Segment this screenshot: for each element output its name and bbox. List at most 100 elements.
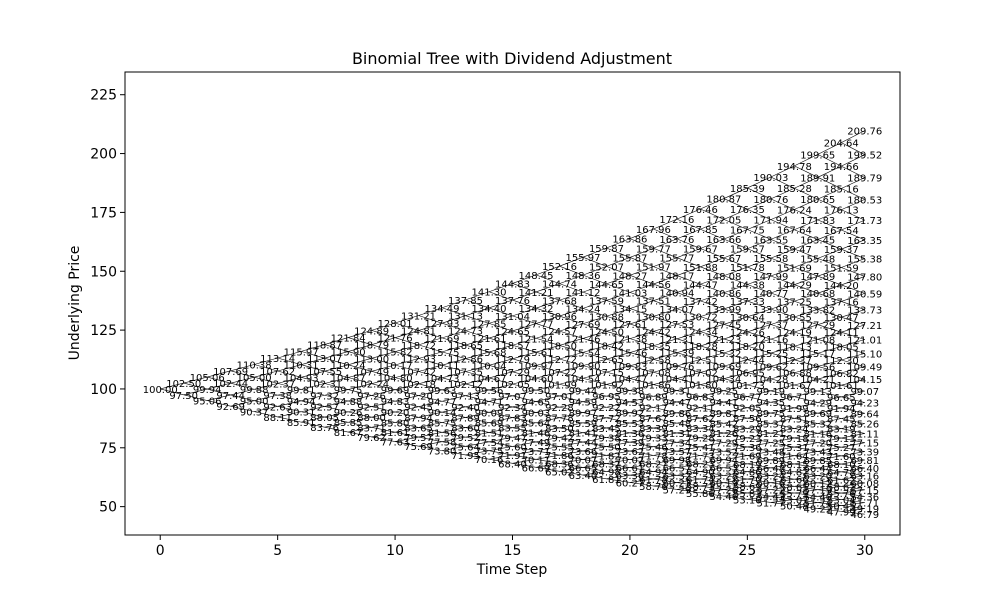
tree-edge bbox=[817, 418, 842, 424]
tree-edge bbox=[770, 499, 795, 503]
tree-edge bbox=[371, 395, 396, 402]
node-label: 109.83 bbox=[612, 362, 647, 373]
tree-edge bbox=[629, 371, 654, 379]
tree-edge bbox=[794, 390, 818, 397]
node-label: 83.65 bbox=[404, 423, 433, 434]
node-label: 60.27 bbox=[616, 478, 645, 489]
tree-edge bbox=[488, 450, 513, 456]
tree-edge bbox=[700, 248, 724, 259]
tree-edge bbox=[676, 316, 701, 325]
node-label: 81.51 bbox=[475, 428, 504, 439]
node-label: 71.73 bbox=[686, 451, 715, 462]
node-label: 75.55 bbox=[545, 442, 574, 453]
tree-edge bbox=[582, 371, 607, 379]
node-label: 127.69 bbox=[565, 320, 600, 331]
tree-edge bbox=[512, 422, 537, 428]
node-label: 104.67 bbox=[472, 374, 507, 385]
tree-edge bbox=[723, 450, 748, 456]
node-label: 90.37 bbox=[240, 408, 269, 419]
tree-edge bbox=[371, 358, 396, 366]
tree-edge bbox=[394, 330, 419, 339]
y-tick-label: 125 bbox=[90, 323, 117, 339]
tree-edge bbox=[794, 339, 818, 347]
node-label: 102.37 bbox=[260, 379, 295, 390]
node-label: 81.67 bbox=[334, 428, 363, 439]
node-label: 63.16 bbox=[850, 472, 879, 483]
tree-edge bbox=[629, 441, 654, 448]
tree-edge bbox=[559, 467, 584, 472]
tree-edge bbox=[488, 411, 513, 418]
tree-edge bbox=[277, 351, 302, 359]
node-label: 133.82 bbox=[800, 305, 835, 316]
tree-edge bbox=[441, 417, 466, 423]
node-label: 101.92 bbox=[589, 380, 624, 391]
node-label: 85.69 bbox=[475, 419, 504, 430]
tree-edge bbox=[465, 371, 490, 379]
node-label: 77.15 bbox=[850, 439, 879, 450]
node-label: 50.45 bbox=[827, 502, 856, 513]
tree-edge bbox=[230, 400, 255, 407]
tree-edge bbox=[817, 142, 842, 155]
tree-edge bbox=[817, 437, 842, 443]
tree-edge bbox=[841, 219, 865, 231]
tree-edge bbox=[676, 441, 701, 448]
tree-edge bbox=[747, 455, 771, 461]
tree-edge bbox=[559, 422, 584, 429]
node-label: 88.00 bbox=[357, 413, 386, 424]
y-tick-label: 100 bbox=[90, 382, 117, 398]
tree-edge bbox=[794, 467, 818, 473]
tree-edge bbox=[770, 365, 795, 374]
x-tick-label: 0 bbox=[156, 543, 165, 559]
tree-edge bbox=[817, 390, 842, 398]
node-label: 141.03 bbox=[612, 288, 647, 299]
node-label: 133.99 bbox=[706, 305, 741, 316]
tree-edge bbox=[535, 450, 560, 456]
node-label: 124.26 bbox=[730, 328, 765, 339]
node-label: 180.76 bbox=[753, 195, 788, 206]
node-label: 58.62 bbox=[827, 482, 856, 493]
node-label: 94.94 bbox=[287, 397, 316, 408]
node-label: 167.85 bbox=[683, 225, 718, 236]
tree-edge bbox=[535, 454, 560, 460]
tree-edge bbox=[535, 446, 560, 452]
tree-edge bbox=[676, 467, 701, 472]
tree-edge bbox=[817, 463, 842, 469]
tree-edge bbox=[723, 248, 748, 259]
node-label: 71.86 bbox=[545, 451, 574, 462]
tree-edge bbox=[512, 427, 537, 433]
node-label: 121.84 bbox=[331, 334, 366, 345]
tree-edge bbox=[653, 238, 678, 249]
node-label: 107.29 bbox=[495, 368, 530, 379]
tree-edge bbox=[841, 359, 865, 367]
tree-edge bbox=[676, 378, 701, 386]
tree-edge bbox=[488, 441, 513, 447]
tree-edge bbox=[817, 482, 842, 487]
node-label: 96.83 bbox=[686, 392, 715, 403]
tree-edge bbox=[301, 383, 325, 390]
tree-edge bbox=[606, 422, 630, 429]
node-label: 137.16 bbox=[824, 297, 859, 308]
tree-edge bbox=[653, 459, 677, 464]
node-label: 118.05 bbox=[824, 342, 859, 353]
tree-edge bbox=[488, 323, 513, 332]
node-label: 97.44 bbox=[216, 391, 245, 402]
tree-edge bbox=[817, 505, 842, 509]
tree-edge bbox=[465, 436, 490, 443]
node-label: 109.62 bbox=[753, 362, 788, 373]
tree-edge bbox=[747, 352, 771, 360]
tree-edge bbox=[488, 371, 513, 379]
node-label: 137.85 bbox=[448, 296, 483, 307]
tree-edge bbox=[747, 446, 771, 452]
tree-edge bbox=[794, 366, 818, 374]
tree-edge bbox=[394, 371, 419, 378]
node-label: 79.18 bbox=[780, 434, 809, 445]
tree-edge bbox=[747, 338, 771, 347]
tree-edge bbox=[817, 407, 842, 414]
tree-edge bbox=[817, 442, 842, 448]
node-label: 140.86 bbox=[706, 289, 741, 300]
tree-edge bbox=[606, 446, 630, 452]
tree-edge bbox=[582, 471, 607, 476]
node-label: 140.68 bbox=[800, 289, 835, 300]
tree-edge bbox=[747, 427, 771, 434]
tree-edge bbox=[394, 351, 419, 359]
